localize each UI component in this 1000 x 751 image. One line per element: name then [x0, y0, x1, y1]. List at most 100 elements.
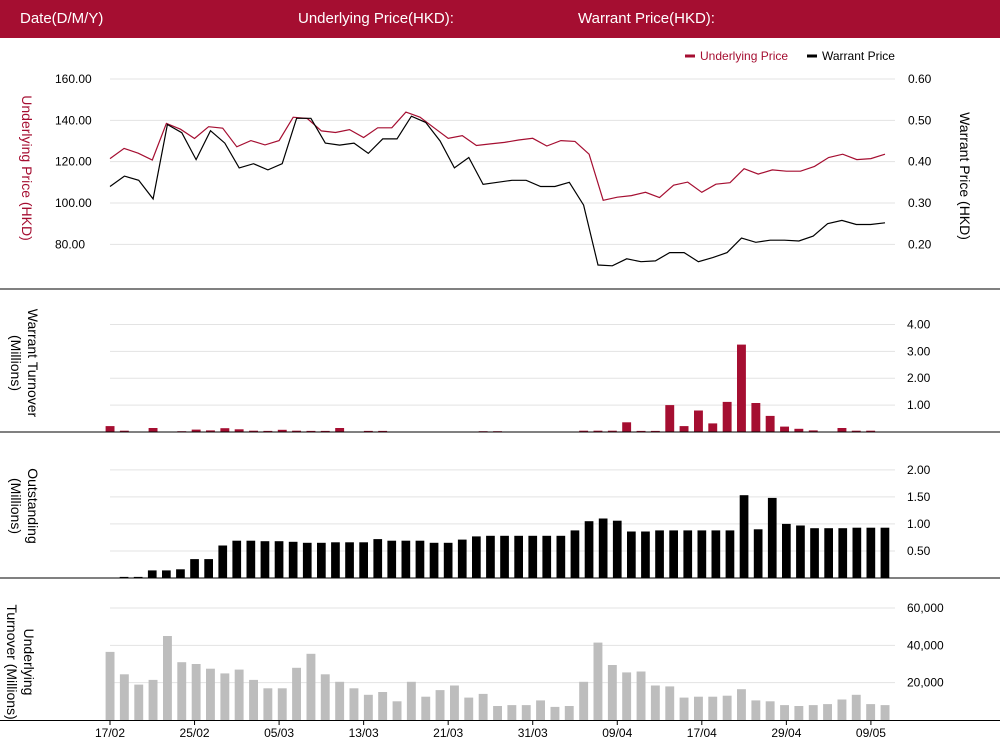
right-tick-label: 0.30	[908, 196, 932, 210]
x-tick-label: 17/04	[687, 726, 717, 740]
warrant-turnover-bar	[263, 430, 273, 432]
outstanding-bar	[697, 530, 707, 578]
right-tick-label: 0.20	[908, 237, 932, 251]
warrant-turnover-bar	[751, 403, 761, 432]
outstanding-bar	[838, 528, 848, 578]
warrant-turnover-bar	[851, 430, 861, 432]
outstanding-bar	[345, 542, 354, 578]
warrant-turnover-bar	[579, 430, 589, 432]
outstanding-bar	[218, 545, 228, 578]
underlying-turnover-bar	[880, 705, 890, 720]
underlying-turnover-bar	[837, 699, 847, 720]
warrant-turnover-bar	[148, 428, 158, 432]
outstanding-axis-title: Outstanding(Millions)	[8, 468, 41, 544]
outstanding-bar	[246, 540, 256, 578]
x-tick-label: 09/04	[602, 726, 632, 740]
underlying-turnover-bar	[579, 681, 589, 720]
underlying-turnover-bar	[206, 668, 215, 720]
underlying-turnover-bar	[119, 674, 129, 720]
warrant-turnover-bar	[622, 422, 632, 432]
outstanding-bar	[824, 528, 833, 578]
warrant-turnover-bar	[808, 430, 818, 432]
warrant-turnover-bar	[636, 430, 646, 432]
underlying-turnover-bar	[234, 669, 244, 720]
underlying-turnover-bar	[794, 706, 804, 720]
underlying-turnover-bar	[349, 688, 359, 720]
underlying-turnover-bar	[564, 706, 574, 720]
underlying-turnover-bar	[521, 705, 531, 720]
underlying-turnover-bar	[249, 679, 258, 720]
warrant-turnover-bar	[694, 410, 703, 432]
underlying-turnover-bar	[406, 681, 416, 720]
underlying-turnover-tick-label: 20,000	[907, 676, 944, 690]
outstanding-bar	[204, 559, 213, 578]
underlying-turnover-bar	[105, 651, 115, 720]
underlying-turnover-bar	[737, 689, 746, 720]
outstanding-bar	[556, 535, 566, 578]
underlying-turnover-bar	[694, 696, 703, 720]
underlying-turnover-bar	[765, 701, 775, 720]
warrant-turnover-bar	[593, 430, 603, 432]
outstanding-bar	[725, 530, 735, 578]
underlying-turnover-bar	[134, 684, 144, 720]
x-tick-label: 21/03	[433, 726, 463, 740]
underlying-turnover-bar	[148, 679, 158, 720]
outstanding-bar	[373, 539, 383, 578]
outstanding-bar	[415, 540, 425, 578]
outstanding-bar	[528, 535, 538, 578]
outstanding-bar	[162, 570, 171, 578]
outstanding-bar	[457, 539, 467, 578]
underlying-turnover-bar	[780, 705, 789, 720]
warrant-turnover-bar	[378, 430, 388, 432]
underlying-turnover-bar	[163, 636, 172, 720]
underlying-turnover-bar	[851, 694, 861, 720]
outstanding-bar	[514, 535, 523, 578]
underlying-turnover-bar	[435, 690, 445, 720]
underlying-turnover-bar	[306, 653, 316, 720]
outstanding-bar	[598, 518, 608, 578]
underlying-turnover-bar	[679, 697, 689, 720]
underlying-turnover-axis-title: UnderlyingTurnover (Millions)	[4, 604, 37, 719]
outstanding-bar	[753, 529, 763, 578]
underlying-turnover-bar	[464, 697, 474, 720]
underlying-turnover-bar	[478, 693, 488, 720]
outstanding-bar	[782, 523, 791, 578]
outstanding-bar	[739, 495, 749, 578]
x-tick-label: 17/02	[95, 726, 125, 740]
warrant-turnover-bar	[737, 344, 746, 432]
outstanding-bar	[472, 536, 481, 578]
outstanding-tick-label: 1.00	[907, 517, 931, 531]
underlying-turnover-tick-label: 60,000	[907, 601, 944, 615]
underlying-turnover-bar	[808, 705, 818, 720]
warrant-turnover-bar	[837, 428, 847, 432]
outstanding-bar	[147, 570, 157, 578]
underlying-turnover-bar	[722, 695, 732, 720]
outstanding-bar	[810, 528, 819, 578]
warrant-turnover-bar	[363, 430, 373, 432]
warrant-turnover-bar	[306, 430, 316, 432]
underlying-turnover-bar	[335, 681, 345, 720]
x-tick-label: 25/02	[180, 726, 210, 740]
warrant-turnover-bar	[206, 430, 215, 432]
underlying-turnover-bar	[392, 701, 402, 720]
left-tick-label: 80.00	[55, 237, 85, 251]
underlying-turnover-bar	[536, 700, 545, 720]
warrant-turnover-bar	[765, 415, 775, 432]
warrant-turnover-bar	[607, 430, 617, 432]
warrant-turnover-bar	[780, 426, 789, 432]
underlying-turnover-bar	[622, 672, 632, 720]
underlying-turnover-bar	[665, 686, 675, 720]
outstanding-bar	[331, 542, 340, 578]
underlying-turnover-bar	[220, 673, 230, 720]
underlying-turnover-bar	[177, 662, 187, 720]
legend-warrant-price: Warrant Price	[822, 49, 895, 63]
outstanding-bar	[274, 541, 284, 578]
outstanding-bar	[627, 531, 636, 578]
underlying-turnover-bar	[823, 704, 832, 720]
warrant-turnover-bar	[220, 428, 230, 432]
underlying-turnover-bar	[421, 696, 431, 720]
outstanding-bar	[401, 540, 411, 578]
outstanding-bar	[260, 541, 270, 578]
chart-area: 160.00 140.00 120.00 100.00 80.00 0.60 0.50 0.4…	[0, 49, 1000, 740]
outstanding-bar	[570, 530, 580, 578]
